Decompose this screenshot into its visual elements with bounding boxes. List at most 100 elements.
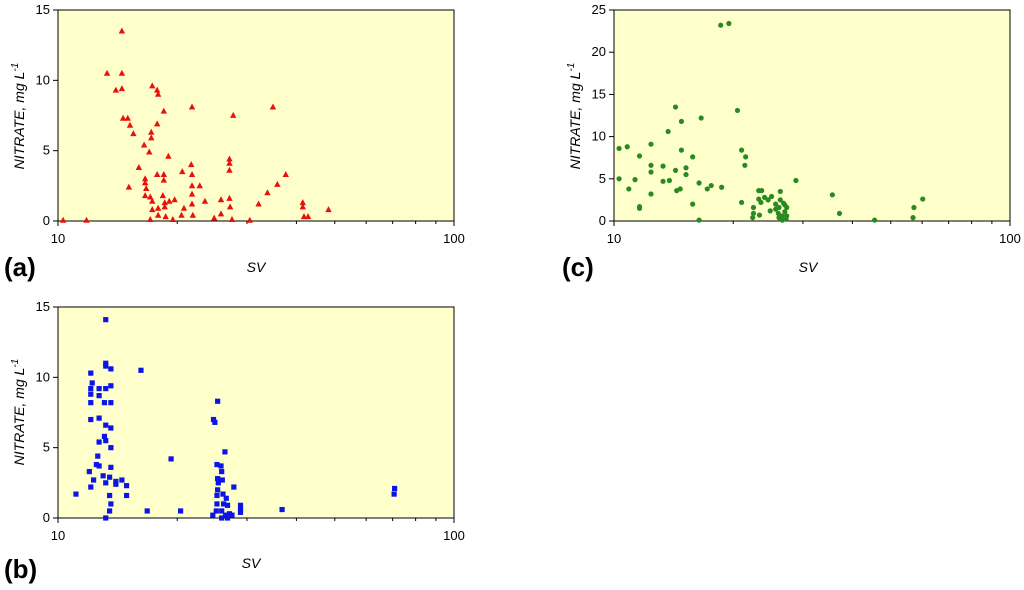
plot-area: [613, 9, 1011, 222]
data-point-square: [220, 491, 226, 497]
data-point-square: [107, 474, 113, 480]
data-point-triangle: [299, 203, 306, 210]
data-point-triangle: [201, 197, 209, 204]
data-point-circle: [871, 217, 878, 223]
data-point-square: [86, 468, 92, 475]
data-point-circle: [726, 20, 732, 27]
data-point-triangle: [124, 114, 131, 121]
data-point-circle: [836, 210, 843, 217]
data-point-triangle: [165, 152, 172, 159]
data-point-square: [88, 370, 94, 376]
data-point-triangle: [141, 179, 149, 186]
data-point-circle: [738, 199, 745, 206]
data-point-square: [93, 461, 99, 468]
data-point-circle: [648, 191, 654, 197]
data-point-square: [123, 483, 130, 489]
data-point-square: [237, 506, 244, 513]
y-tick-label: 15: [36, 299, 50, 314]
data-point-square: [107, 508, 113, 514]
x-tick-label: 100: [443, 528, 465, 543]
data-point-circle: [742, 162, 748, 168]
data-point-circle: [910, 215, 916, 221]
data-point-triangle: [169, 215, 177, 222]
panel-label: (b): [4, 554, 37, 584]
data-point-triangle: [154, 204, 162, 211]
data-point-circle: [704, 186, 710, 192]
x-axis-label: SV: [242, 555, 262, 571]
data-point-square: [119, 477, 125, 483]
data-point-circle: [743, 154, 749, 160]
data-point-triangle: [228, 215, 236, 222]
data-point-square: [103, 363, 109, 369]
data-point-triangle: [211, 214, 218, 221]
x-tick-label: 10: [51, 528, 65, 543]
data-point-square: [91, 477, 97, 483]
data-point-triangle: [282, 170, 289, 177]
chart-panel-c: 0 5 10 15 20 25 10 100 SV NITRATE, mg L-1 (c): [562, 2, 1021, 282]
data-point-circle: [782, 209, 788, 215]
data-point-circle: [665, 128, 671, 135]
y-tick-label: 0: [43, 510, 50, 525]
data-point-square: [215, 480, 221, 486]
data-point-triangle: [146, 148, 153, 155]
data-point-triangle: [188, 190, 196, 197]
data-point-square: [103, 438, 109, 444]
data-point-triangle: [160, 170, 167, 177]
data-point-circle: [777, 197, 783, 203]
data-point-circle: [718, 22, 724, 28]
data-point-triangle: [274, 180, 281, 187]
data-point-square: [113, 478, 119, 485]
data-point-square: [222, 449, 228, 455]
data-point-triangle: [119, 114, 127, 121]
data-point-circle: [636, 205, 643, 211]
data-point-circle: [636, 153, 643, 159]
data-point-triangle: [217, 196, 225, 203]
panel-label: (c): [562, 252, 594, 282]
data-point-triangle: [153, 170, 161, 177]
y-ticks: 0 5 10 15: [36, 299, 58, 525]
data-point-circle: [683, 165, 689, 171]
data-point-triangle: [299, 199, 306, 206]
plot-area: [57, 306, 455, 519]
chart-panel-a: 0 5 10 15 10 100 SV NITRATE, mg L-1 (a): [4, 2, 465, 282]
data-point-circle: [708, 182, 714, 189]
data-point-square: [123, 492, 130, 499]
data-point-square: [231, 484, 237, 490]
data-point-triangle: [149, 206, 156, 213]
data-point-circle: [768, 193, 775, 200]
data-point-square: [229, 512, 235, 518]
data-point-square: [96, 439, 102, 445]
data-point-triangle: [118, 27, 126, 34]
data-point-square: [214, 501, 220, 507]
data-point-triangle: [147, 215, 154, 222]
data-point-triangle: [226, 166, 233, 173]
data-point-triangle: [118, 69, 126, 76]
data-point-triangle: [153, 120, 161, 127]
data-point-circle: [632, 177, 638, 183]
data-point-square: [100, 473, 106, 479]
data-point-square: [219, 477, 225, 483]
data-point-square: [215, 476, 221, 482]
y-axis-label: NITRATE, mg L-1: [566, 63, 583, 170]
data-point-circle: [690, 154, 696, 160]
data-markers: [73, 317, 398, 521]
data-point-circle: [616, 145, 622, 152]
data-point-triangle: [246, 216, 253, 223]
data-point-square: [108, 425, 114, 431]
data-point-circle: [829, 192, 835, 198]
data-point-triangle: [135, 163, 143, 170]
data-point-circle: [756, 212, 763, 218]
data-point-square: [108, 445, 114, 451]
y-tick-label: 5: [43, 440, 50, 455]
data-point-circle: [784, 204, 790, 211]
data-point-circle: [775, 210, 781, 217]
data-point-square: [96, 415, 102, 421]
data-point-square: [212, 419, 218, 425]
x-ticks: 10 100: [51, 518, 465, 543]
data-point-triangle: [103, 69, 111, 76]
data-point-square: [144, 508, 150, 514]
data-point-circle: [750, 210, 757, 217]
data-point-triangle: [188, 103, 196, 110]
data-point-triangle: [148, 128, 155, 135]
data-point-triangle: [59, 216, 67, 223]
